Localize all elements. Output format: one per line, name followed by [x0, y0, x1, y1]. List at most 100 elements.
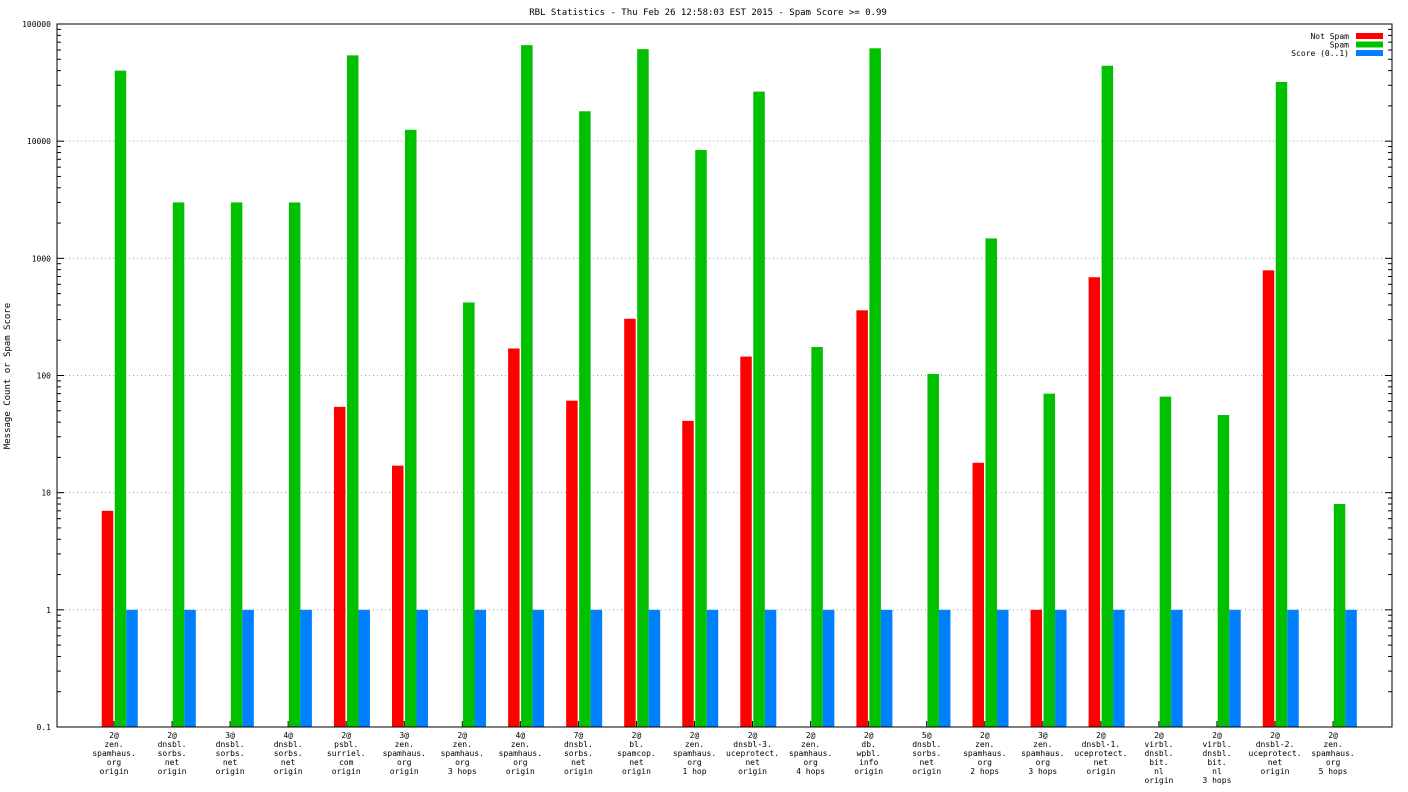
bar-not-spam [101, 510, 114, 727]
x-tick-label-line: net [745, 758, 760, 767]
x-tick-label-line: net [223, 758, 238, 767]
x-tick-label-line: zen. [801, 740, 820, 749]
x-tick-label-line: net [629, 758, 644, 767]
x-tick-label-line: spamcop. [617, 749, 656, 758]
bar-spam [811, 347, 823, 727]
bar-spam [927, 373, 939, 727]
x-tick-label-line: 2@ [806, 731, 816, 740]
x-tick-label-line: db. [861, 740, 875, 749]
bar-spam [521, 45, 533, 728]
x-tick-label-line: spamhaus. [441, 749, 484, 758]
bar-score-0-1 [706, 609, 719, 727]
bar-spam [288, 202, 301, 727]
x-tick-label-line: sorbs. [216, 749, 245, 758]
x-tick-label: 7@ dnsbl. sorbs. net origin [564, 731, 593, 776]
x-tick-label-line: zen. [975, 740, 994, 749]
x-tick-label-line: 2@ [1212, 731, 1222, 740]
x-tick-label-line: nl [1212, 767, 1222, 776]
x-tick-label-line: origin [738, 767, 767, 776]
x-tick-label-line: org [513, 758, 528, 767]
x-tick-label-line: zen. [395, 740, 414, 749]
legend-swatch [1356, 33, 1383, 39]
legend-label: Spam [1330, 41, 1349, 50]
bar-spam [346, 55, 359, 727]
x-tick-label-line: 2@ [980, 731, 990, 740]
x-tick-label-line: net [165, 758, 180, 767]
x-tick-label-line: 3@ [225, 731, 235, 740]
x-tick-label-line: origin [1086, 767, 1115, 776]
x-tick-label: 2@ zen. spamhaus. org 5 hops [1311, 731, 1354, 776]
x-tick-label-line: 2@ [457, 731, 467, 740]
bar-not-spam [333, 406, 346, 727]
x-tick-label: 5@ dnsbl. sorbs. net origin [912, 731, 941, 776]
bar-spam [114, 70, 127, 727]
x-tick-label-line: spamhaus. [383, 749, 426, 758]
y-tick-label: 10 [41, 489, 51, 498]
bar-spam [753, 91, 765, 727]
plot-border [56, 23, 1393, 728]
x-tick-label-line: dnsbl. [912, 740, 941, 749]
x-tick-label-line: origin [564, 767, 593, 776]
x-tick-label-line: net [1268, 758, 1283, 767]
x-tick-label-line: spamhaus. [963, 749, 1006, 758]
x-tick-label-line: org [455, 758, 470, 767]
bar-spam [869, 48, 881, 728]
x-tick-label: 2@ psbl. surriel. com origin [327, 731, 366, 776]
bar-spam [637, 49, 649, 728]
y-tick-label: 1 [46, 606, 51, 615]
x-tick-label-line: dnsbl. [1144, 749, 1173, 758]
bar-score-0-1 [416, 609, 428, 727]
x-tick-label-line: virbl. [1202, 740, 1231, 749]
bar-not-spam [392, 465, 404, 727]
x-tick-label: 2@ zen. spamhaus. org 1 hop [673, 731, 716, 776]
bar-score-0-1 [300, 609, 312, 727]
bar-score-0-1 [532, 609, 545, 727]
x-tick-label-line: origin [506, 767, 535, 776]
x-tick-label-line: sorbs. [564, 749, 593, 758]
x-tick-label-line: 2@ [1270, 731, 1280, 740]
x-tick-label: 2@ db. wpbl. info origin [854, 731, 883, 776]
x-tick-label-line: sorbs. [158, 749, 187, 758]
x-tick-label-line: wpbl. [857, 749, 881, 758]
x-tick-label-line: spamhaus. [1021, 749, 1064, 758]
bar-not-spam [682, 420, 694, 727]
x-tick-label-line: origin [1261, 767, 1290, 776]
x-tick-label-line: sorbs. [274, 749, 303, 758]
bar-spam [1275, 81, 1288, 728]
x-tick-label-line: uceprotect. [726, 749, 779, 758]
x-tick-label-line: 2@ [690, 731, 700, 740]
bar-score-0-1 [822, 609, 835, 727]
bar-not-spam [624, 318, 636, 727]
x-tick-label-line: org [1326, 758, 1341, 767]
x-tick-label-line: 2@ [1328, 731, 1338, 740]
x-tick-label: 2@ virbl. dnsbl. bit. nl 3 hops [1202, 731, 1231, 785]
x-tick-label-line: uceprotect. [1249, 749, 1302, 758]
bar-not-spam [972, 462, 984, 727]
x-tick-label: 2@ zen. spamhaus. org 4 hops [789, 731, 832, 776]
x-tick-label-line: origin [158, 767, 187, 776]
x-tick-label-line: com [339, 758, 354, 767]
x-tick-label-line: 1 hop [682, 767, 706, 776]
bar-not-spam [508, 348, 520, 727]
x-tick-label: 3@ zen. spamhaus. org origin [383, 731, 426, 776]
x-tick-label-line: 3 hops [448, 767, 477, 776]
x-tick-label: 3@ dnsbl. sorbs. net origin [216, 731, 245, 776]
x-tick-label-line: spamhaus. [1311, 749, 1354, 758]
x-tick-label-line: 3@ [1038, 731, 1048, 740]
y-tick-label: 10000 [27, 137, 51, 146]
bar-score-0-1 [358, 609, 370, 727]
x-tick-label-line: 2@ [748, 731, 758, 740]
y-tick-label: 100 [37, 372, 52, 381]
x-tick-label-line: 4@ [283, 731, 293, 740]
bar-spam [230, 202, 243, 727]
x-tick-label: 2@ dnsbl-2. uceprotect. net origin [1249, 731, 1302, 776]
x-tick-label: 2@ dnsbl-3. uceprotect. net origin [726, 731, 779, 776]
bar-score-0-1 [590, 609, 603, 727]
x-tick-label-line: 2@ [341, 731, 351, 740]
grid-lines [57, 23, 1392, 728]
bar-spam [1101, 65, 1114, 728]
x-tick-label-line: org [687, 758, 702, 767]
x-tick-label-line: dnsbl. [1202, 749, 1231, 758]
bar-score-0-1 [1345, 609, 1357, 727]
